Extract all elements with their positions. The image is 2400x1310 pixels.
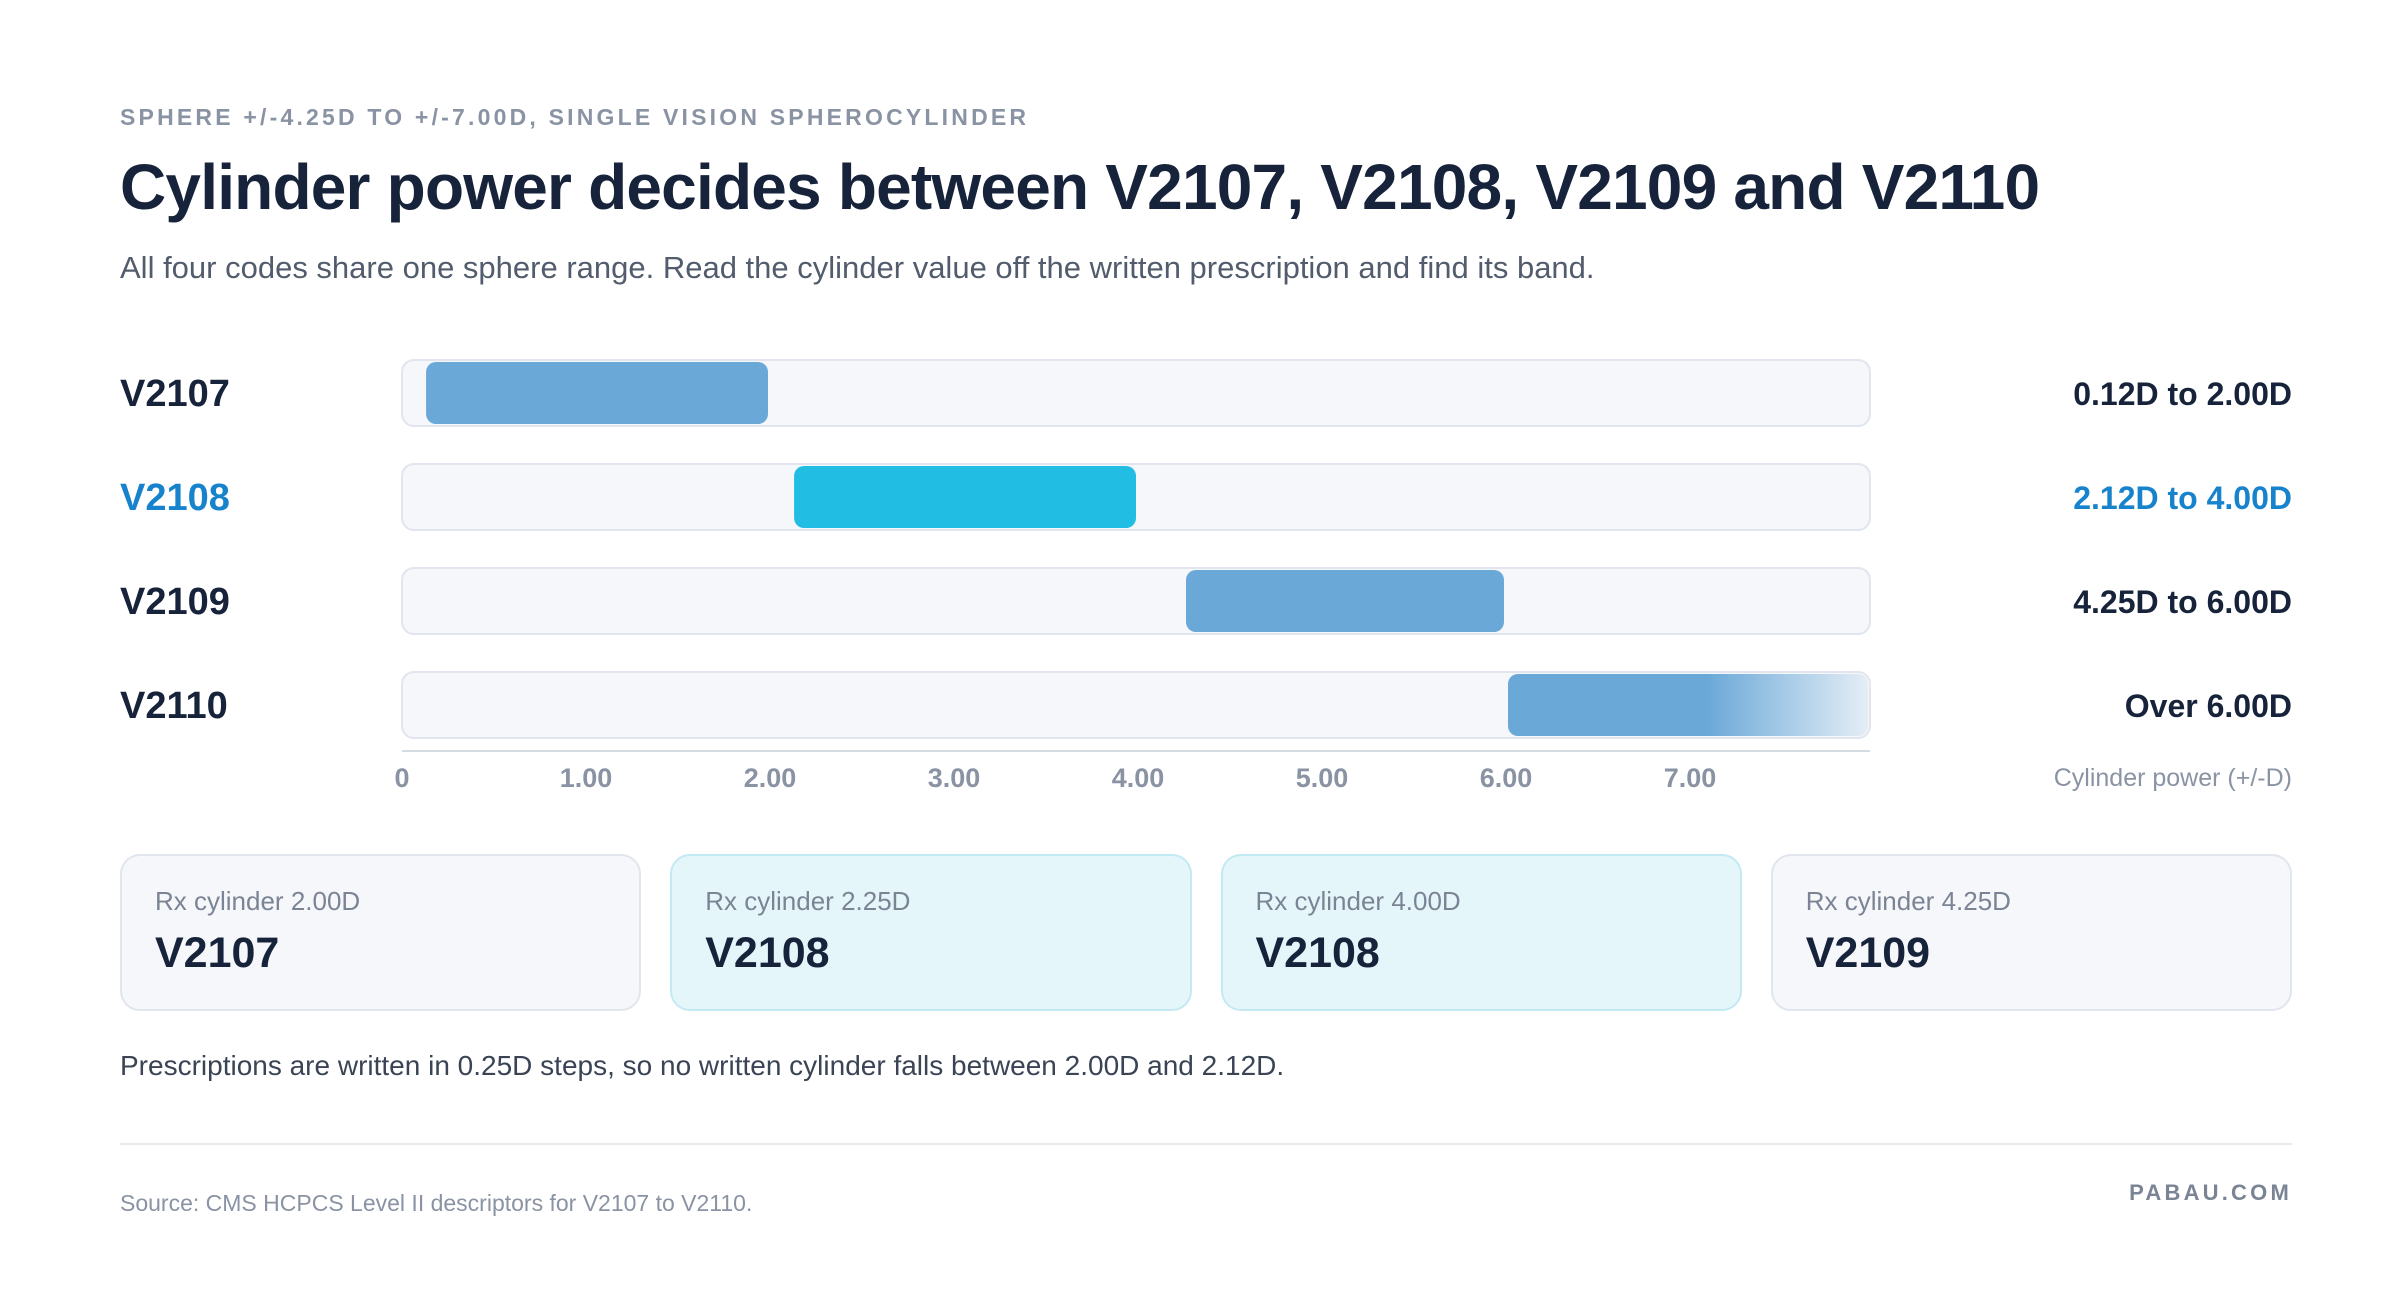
band-bar-v2109 bbox=[1186, 570, 1504, 632]
example-rx-label: Rx cylinder 4.25D bbox=[1805, 886, 2011, 916]
x-tick-label: 3.00 bbox=[928, 763, 981, 793]
band-range-label: Over 6.00D bbox=[2125, 688, 2292, 724]
x-tick-label: 2.00 bbox=[744, 763, 797, 793]
band-bar-v2110 bbox=[1508, 674, 1868, 736]
x-tick-label: 4.00 bbox=[1112, 763, 1165, 793]
example-card: Rx cylinder 2.00D V2107 bbox=[120, 854, 642, 1011]
example-card: Rx cylinder 4.25D V2109 bbox=[1770, 854, 2292, 1011]
x-axis-label: Cylinder power (+/-D) bbox=[2054, 764, 2292, 792]
example-code: V2108 bbox=[705, 929, 830, 977]
band-bar-v2108 bbox=[794, 466, 1136, 528]
band-range-label: 2.12D to 4.00D bbox=[2073, 480, 2292, 516]
brand-logo: PABAU.COM bbox=[2129, 1180, 2292, 1205]
example-card: Rx cylinder 2.25D V2108 bbox=[670, 854, 1192, 1011]
example-code: V2108 bbox=[1255, 929, 1380, 977]
band-code-label: V2110 bbox=[120, 685, 228, 727]
eyebrow: SPHERE +/-4.25D TO +/-7.00D, SINGLE VISI… bbox=[120, 104, 1030, 130]
example-rx-label: Rx cylinder 2.00D bbox=[155, 886, 361, 916]
band-bar-v2107 bbox=[426, 362, 768, 424]
divider bbox=[120, 1143, 2292, 1145]
x-tick-label: 7.00 bbox=[1664, 763, 1717, 793]
x-tick-label: 0 bbox=[394, 763, 409, 793]
band-code-label: V2108 bbox=[120, 477, 230, 519]
cylinder-band-chart: V2107 0.12D to 2.00D V2108 2.12D to 4.00D V2… bbox=[120, 359, 2292, 793]
example-code: V2109 bbox=[1805, 929, 1931, 977]
x-tick-label: 1.00 bbox=[560, 763, 613, 793]
source-note: Source: CMS HCPCS Level II descriptors f… bbox=[120, 1190, 753, 1216]
footnote: Prescriptions are written in 0.25D steps… bbox=[120, 1050, 1285, 1081]
band-range-label: 0.12D to 2.00D bbox=[2073, 376, 2292, 412]
example-rx-label: Rx cylinder 2.25D bbox=[705, 886, 911, 916]
band-track bbox=[401, 671, 1871, 739]
page-title: Cylinder power decides between V2107, V2… bbox=[120, 151, 2040, 223]
x-tick-label: 5.00 bbox=[1296, 763, 1349, 793]
band-range-label: 4.25D to 6.00D bbox=[2073, 584, 2292, 620]
x-tick-label: 6.00 bbox=[1480, 763, 1533, 793]
example-cards: Rx cylinder 2.00D V2107 Rx cylinder 2.25… bbox=[120, 854, 2292, 1011]
example-card: Rx cylinder 4.00D V2108 bbox=[1220, 854, 1742, 1011]
band-track bbox=[401, 359, 1871, 427]
example-rx-label: Rx cylinder 4.00D bbox=[1255, 886, 1461, 916]
band-code-label: V2107 bbox=[120, 373, 230, 415]
band-track bbox=[401, 567, 1871, 635]
subtitle: All four codes share one sphere range. R… bbox=[120, 250, 1595, 285]
example-code: V2107 bbox=[155, 929, 280, 977]
band-code-label: V2109 bbox=[120, 581, 230, 623]
